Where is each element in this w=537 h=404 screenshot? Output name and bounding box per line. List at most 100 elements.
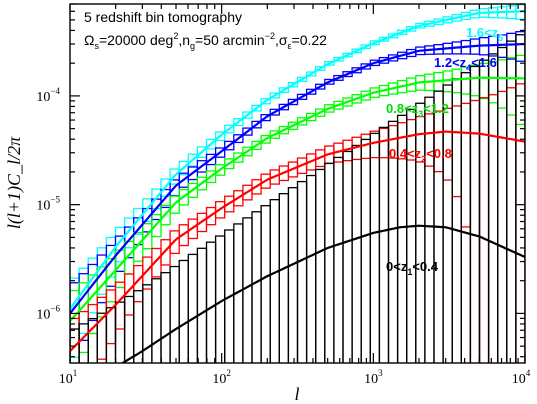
error-box	[278, 103, 290, 111]
error-box	[515, 31, 525, 62]
error-box	[396, 29, 408, 36]
error-box	[260, 113, 271, 122]
error-box	[233, 118, 244, 127]
error-box	[305, 112, 317, 122]
error-box	[378, 36, 390, 42]
error-box	[178, 172, 189, 188]
axis-ticks	[69, 3, 526, 363]
error-box	[196, 160, 208, 173]
error-box	[287, 98, 299, 106]
error-box	[287, 121, 299, 131]
error-box	[515, 34, 525, 363]
error-box	[351, 144, 362, 363]
error-box	[278, 193, 290, 363]
error-box	[105, 307, 117, 363]
error-box	[387, 33, 399, 39]
error-box	[506, 57, 517, 116]
x-tick-label: 104	[512, 368, 531, 387]
error-box	[233, 134, 244, 144]
error-box	[251, 211, 262, 363]
error-box	[114, 301, 126, 363]
x-axis-label: l	[294, 384, 299, 404]
error-box	[205, 153, 217, 166]
error-box	[123, 295, 135, 363]
error-box	[433, 90, 444, 363]
error-box	[351, 67, 362, 74]
error-box	[506, 87, 517, 363]
error-box	[315, 168, 326, 363]
error-box	[287, 186, 299, 363]
error-box	[287, 81, 299, 88]
series-label-z4: 1.2<z4<1.6	[434, 55, 497, 73]
series-line	[70, 42, 525, 315]
error-box	[251, 140, 262, 151]
error-box	[87, 303, 98, 363]
series-line	[70, 130, 525, 352]
model-curves	[70, 10, 525, 363]
x-tick-label: 101	[59, 368, 78, 387]
y-axis-label: l(l+1)C_l/2π	[4, 136, 25, 229]
error-box	[333, 74, 344, 81]
y-tick-label: 10−4	[36, 86, 60, 105]
error-box	[305, 88, 317, 95]
error-box	[96, 312, 108, 363]
error-box	[305, 71, 317, 77]
error-box	[233, 223, 244, 363]
x-tick-label: 102	[212, 368, 231, 387]
error-box	[142, 284, 153, 363]
error-box	[315, 66, 326, 72]
error-box	[478, 97, 490, 363]
error-box	[360, 138, 371, 363]
error-box	[424, 96, 435, 363]
error-box	[497, 59, 508, 109]
error-box	[315, 83, 326, 90]
error-box	[105, 289, 117, 345]
error-box	[187, 166, 199, 181]
series-line	[70, 10, 525, 310]
error-box	[224, 158, 235, 170]
error-box	[160, 204, 171, 226]
error-box	[342, 52, 353, 58]
error-box	[487, 53, 499, 363]
error-box	[506, 40, 517, 363]
y-tick-label: 10−6	[36, 303, 60, 322]
error-box	[242, 217, 253, 363]
error-box	[133, 290, 144, 363]
error-box	[269, 199, 280, 363]
error-box	[360, 44, 371, 50]
error-box	[360, 63, 371, 70]
error-box	[296, 93, 308, 100]
error-box	[196, 247, 208, 363]
error-box	[442, 107, 453, 181]
series-label-z3: 0.8<z3<1.2	[386, 101, 449, 119]
x-tick-labels: 101 102 103 104	[59, 368, 531, 387]
error-box	[451, 105, 462, 198]
error-box	[451, 78, 462, 363]
error-box	[515, 83, 525, 363]
error-box	[333, 56, 344, 62]
error-box	[451, 68, 462, 94]
annotation-title: 5 redshift bin tomography	[84, 9, 242, 25]
error-box	[469, 65, 481, 363]
error-box	[178, 259, 189, 363]
error-box	[214, 164, 226, 176]
error-box	[296, 76, 308, 82]
plot-frame	[69, 3, 526, 364]
error-box	[260, 134, 271, 144]
y-tick-labels: 10−6 10−5 10−4	[36, 86, 60, 323]
error-box	[114, 281, 126, 330]
error-box	[506, 32, 517, 60]
error-box	[342, 150, 353, 363]
error-box	[224, 140, 235, 151]
error-box	[269, 130, 280, 139]
error-box	[433, 110, 444, 173]
error-box	[196, 146, 208, 158]
error-box	[369, 40, 381, 46]
error-box	[278, 125, 290, 135]
error-box	[233, 152, 244, 163]
error-box	[378, 127, 390, 159]
error-box	[242, 146, 253, 157]
error-box	[269, 108, 280, 116]
series-line	[70, 76, 525, 322]
y-tick-label: 10−5	[36, 195, 60, 214]
